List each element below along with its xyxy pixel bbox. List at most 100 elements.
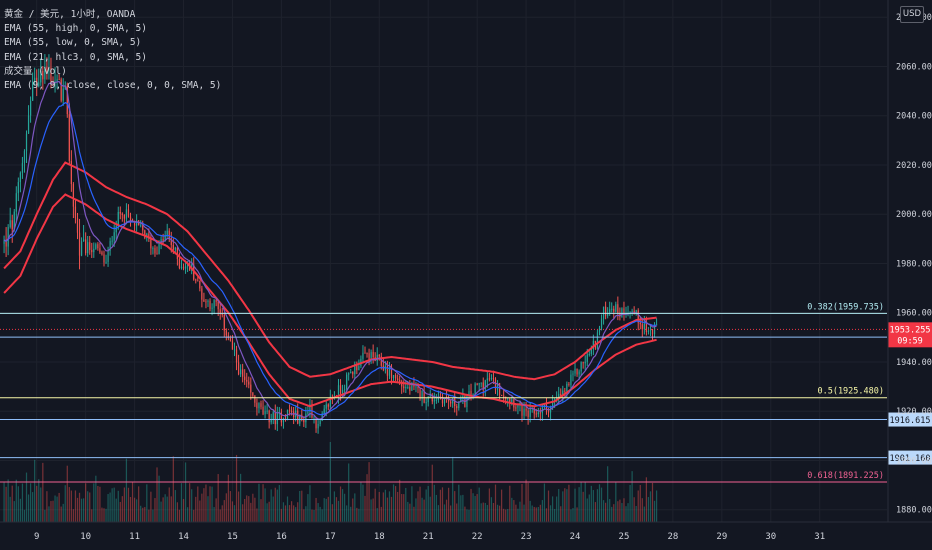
- volume-bar: [466, 509, 468, 522]
- legend-ema-close[interactable]: EMA (9, 9, close, close, 0, 0, SMA, 5): [4, 80, 222, 92]
- volume-bar: [290, 501, 293, 522]
- volume-bar: [586, 498, 588, 522]
- volume-bar: [641, 498, 643, 522]
- volume-bar: [427, 486, 429, 522]
- y-tick-label: 2000.000: [896, 210, 932, 220]
- volume-bar: [447, 487, 450, 522]
- x-tick-label: 24: [570, 532, 581, 542]
- candle-body: [596, 332, 599, 349]
- legend-ema-hlc3[interactable]: EMA (21, hlc3, 0, SMA, 5): [4, 51, 147, 63]
- volume-bar: [38, 479, 40, 522]
- candle-body: [17, 182, 19, 194]
- x-tick-label: 17: [325, 532, 336, 542]
- candle-body: [388, 366, 391, 376]
- last-price-value: 1953.255: [890, 325, 931, 335]
- volume-bar: [484, 502, 486, 522]
- volume-bar: [617, 501, 619, 522]
- candle-body: [421, 390, 423, 399]
- volume-bar: [150, 491, 152, 522]
- volume-bar: [40, 487, 42, 522]
- volume-bar: [68, 487, 70, 522]
- volume-bar: [405, 487, 407, 522]
- candle-body: [490, 378, 493, 380]
- candle-body: [48, 67, 50, 70]
- candle-body: [211, 307, 213, 309]
- candle-body: [413, 384, 415, 387]
- candle-body: [586, 354, 588, 362]
- candle-body: [180, 266, 183, 268]
- candle-body: [617, 304, 619, 314]
- candle-body: [417, 386, 419, 389]
- candle-body: [425, 402, 427, 404]
- volume-bar: [52, 500, 54, 522]
- candle-body: [109, 241, 111, 251]
- volume-bar: [478, 487, 480, 522]
- candle-body: [468, 391, 470, 396]
- volume-bar: [651, 482, 654, 522]
- volume-bar: [54, 495, 56, 522]
- volume-bar: [282, 502, 285, 522]
- candle-body: [66, 85, 68, 115]
- candle-body: [13, 211, 15, 230]
- volume-bar: [525, 479, 527, 522]
- legend-symbol[interactable]: 黄金 / 美元, 1小时, OANDA: [4, 9, 136, 20]
- candle-body: [123, 214, 125, 219]
- volume-bar: [191, 489, 193, 522]
- volume-bar: [221, 505, 223, 522]
- volume-bar: [519, 501, 521, 522]
- candle-body: [515, 407, 517, 409]
- volume-bar: [144, 507, 146, 522]
- candle-body: [258, 403, 260, 409]
- x-tick-label: 9: [34, 532, 39, 542]
- volume-bar: [44, 509, 46, 522]
- volume-bar: [195, 496, 197, 522]
- candle-body: [223, 315, 225, 331]
- candle-body: [590, 348, 592, 355]
- volume-bar: [397, 491, 399, 522]
- volume-bar: [36, 485, 38, 522]
- candle-body: [470, 391, 472, 396]
- candle-body: [313, 417, 315, 419]
- legend-ema-high[interactable]: EMA (55, high, 0, SMA, 5): [4, 23, 147, 35]
- volume-bar: [627, 503, 629, 522]
- candle-body: [362, 352, 364, 359]
- candle-body: [34, 77, 36, 82]
- volume-bar: [435, 494, 437, 522]
- candle-body: [274, 412, 276, 425]
- candle-body: [129, 216, 132, 220]
- volume-bar: [611, 506, 613, 522]
- volume-bar: [82, 498, 85, 522]
- candle-body: [443, 398, 446, 404]
- volume-bar: [541, 500, 544, 522]
- volume-bar: [602, 500, 605, 522]
- volume-bar: [594, 502, 597, 522]
- volume-bar: [490, 497, 493, 522]
- candle-body: [74, 206, 77, 219]
- candle-body: [217, 301, 219, 310]
- volume-bar: [7, 479, 9, 522]
- fib-level-label: 0.618(1891.225): [807, 471, 884, 481]
- volume-bar: [272, 496, 274, 522]
- candle-body: [182, 266, 185, 269]
- candle-body: [378, 354, 380, 357]
- candle-body: [437, 396, 440, 400]
- volume-bar: [268, 501, 270, 522]
- candle-body: [113, 232, 115, 241]
- legend-volume[interactable]: 成交量 (Vol): [4, 65, 67, 77]
- volume-bar: [390, 496, 393, 522]
- volume-bar: [199, 500, 201, 522]
- volume-bar: [48, 506, 50, 522]
- candle-body: [262, 406, 264, 415]
- currency-button[interactable]: USD: [900, 6, 924, 23]
- volume-bar: [5, 486, 7, 522]
- candle-body: [584, 361, 586, 364]
- candle-body: [456, 406, 458, 409]
- volume-bar: [572, 508, 574, 522]
- candle-body: [297, 410, 299, 424]
- candle-body: [539, 412, 541, 414]
- volume-bar: [494, 484, 497, 522]
- volume-bar: [588, 494, 590, 522]
- candle-body: [329, 396, 331, 407]
- legend-ema-low[interactable]: EMA (55, low, 0, SMA, 5): [4, 37, 142, 49]
